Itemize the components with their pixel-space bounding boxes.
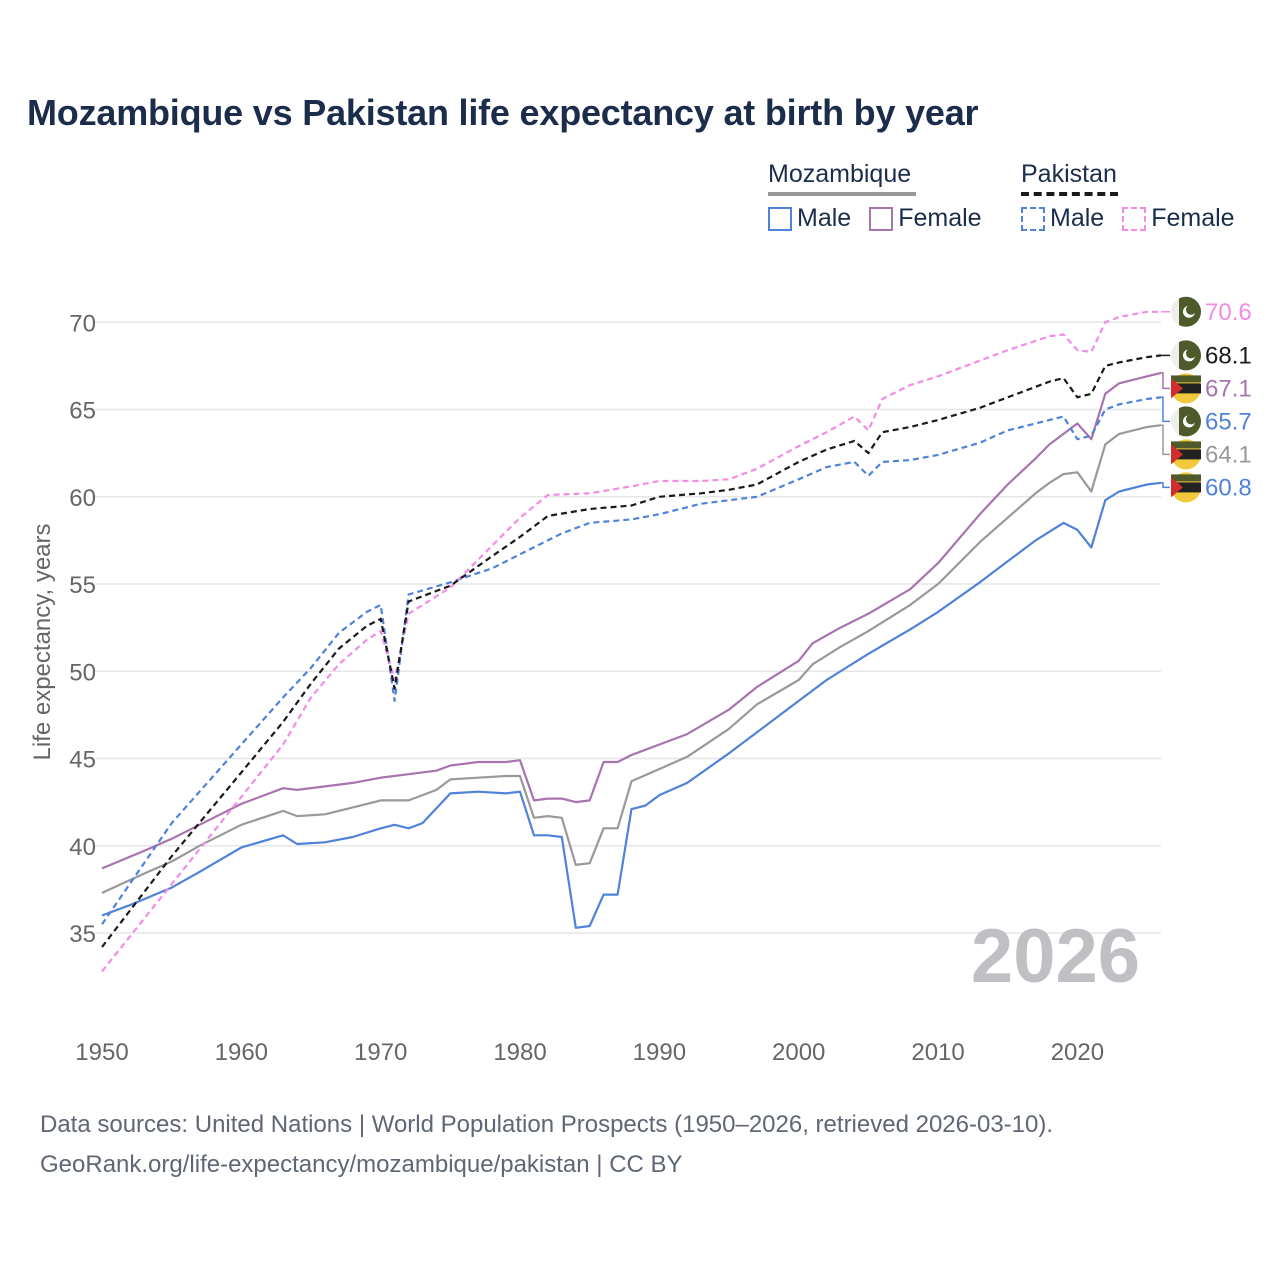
end-pak-total-group: 68.1	[1161, 340, 1252, 371]
end-pak-total-pakistan-flag-stripe	[1171, 340, 1179, 371]
data-source: Data sources: United Nations | World Pop…	[40, 1105, 1053, 1185]
end-moz-total-mozambique-flag-stripe	[1171, 449, 1201, 460]
legend-mozambique-line	[768, 192, 916, 196]
y-tick-45: 45	[69, 747, 96, 774]
year-watermark: 2026	[971, 914, 1140, 999]
legend-pakistan-male-label: Male	[1050, 204, 1105, 232]
end-moz-male-mozambique-flag-stripe	[1171, 482, 1201, 493]
legend-pakistan-female-swatch	[1122, 206, 1147, 231]
source-line-2: GeoRank.org/life-expectancy/mozambique/p…	[40, 1151, 683, 1178]
end-pak-female-pakistan-flag-stripe	[1171, 296, 1179, 327]
end-moz-male-group: 60.8	[1161, 472, 1252, 503]
x-tick-2020: 2020	[1051, 1039, 1104, 1066]
end-pak-female-group: 70.6	[1161, 296, 1252, 327]
y-tick-60: 60	[69, 485, 96, 512]
end-moz-total-mozambique-flag-triangle	[1171, 444, 1183, 465]
legend-pakistan-male-swatch	[1021, 206, 1045, 231]
line-chart: 35 40 45 50 55 60 65 70 1950 1960 1970 1980 1990 2000…	[29, 296, 1252, 1066]
end-pak-total-pakistan-flag-crescent-cut	[1186, 348, 1196, 359]
end-moz-total-mozambique-flag-green	[1171, 441, 1201, 449]
end-pak-female-pakistan-flag-crescent-cut	[1186, 304, 1196, 315]
end-pak-male-group: 65.7	[1161, 396, 1252, 437]
legend-pakistan: Pakistan Male Female	[1021, 160, 1235, 233]
legend-pakistan-male[interactable]: Male	[1021, 204, 1104, 233]
x-tick-2000: 2000	[772, 1039, 825, 1066]
series-line-pak-total	[101, 354, 1162, 948]
end-moz-male-mozambique-flag-green	[1171, 474, 1201, 482]
x-tick-1950: 1950	[75, 1039, 128, 1066]
x-tick-1980: 1980	[493, 1039, 546, 1066]
end-moz-total-connector	[1161, 424, 1170, 456]
x-tick-2010: 2010	[911, 1039, 964, 1066]
x-tick-1970: 1970	[354, 1039, 407, 1066]
series-line-moz-male	[101, 481, 1162, 929]
legend-mozambique-title: Mozambique	[768, 160, 912, 188]
y-tick-50: 50	[69, 659, 96, 686]
series-line-pak-female	[101, 310, 1161, 973]
end-moz-female-mozambique-flag-stripe	[1171, 383, 1201, 394]
end-moz-male-mozambique-flag-triangle	[1171, 477, 1183, 498]
legend-mozambique: Mozambique Male Female	[768, 160, 1000, 233]
end-moz-female-value: 67.1	[1205, 375, 1252, 402]
end-moz-female-mozambique-flag-triangle	[1171, 378, 1183, 399]
y-tick-55: 55	[69, 572, 96, 599]
end-moz-male-connector	[1161, 482, 1170, 489]
end-moz-total-group: 64.1	[1161, 424, 1252, 470]
chart-title: Mozambique vs Pakistan life expectancy a…	[27, 92, 979, 133]
y-axis-label: Life expectancy, years	[29, 523, 56, 760]
end-moz-female-connector	[1161, 372, 1170, 390]
series-line-moz-total	[101, 424, 1162, 894]
end-pak-male-value: 65.7	[1205, 408, 1252, 435]
series-line-pak-male	[101, 396, 1162, 925]
y-tick-35: 35	[69, 921, 96, 948]
source-line-1: Data sources: United Nations | World Pop…	[40, 1111, 1054, 1138]
x-tick-1990: 1990	[633, 1039, 686, 1066]
legend-pakistan-line	[1021, 192, 1118, 196]
x-tick-1960: 1960	[215, 1039, 268, 1066]
end-pak-female-value: 70.6	[1205, 299, 1252, 326]
legend-mozambique-female[interactable]: Female	[869, 204, 982, 233]
legend-mozambique-male-swatch	[768, 206, 792, 231]
y-tick-70: 70	[69, 310, 96, 337]
legend-mozambique-male[interactable]: Male	[768, 204, 851, 233]
series-line-moz-female	[101, 371, 1162, 870]
end-pak-male-connector	[1161, 396, 1170, 423]
end-moz-female-group: 67.1	[1161, 372, 1252, 404]
end-pak-male-pakistan-flag-crescent-cut	[1186, 414, 1196, 425]
end-pak-male-pakistan-flag-stripe	[1171, 406, 1179, 437]
y-tick-40: 40	[69, 834, 96, 861]
legend-mozambique-male-label: Male	[797, 204, 852, 232]
legend-mozambique-female-swatch	[869, 206, 894, 231]
legend-pakistan-female[interactable]: Female	[1122, 204, 1235, 233]
end-moz-total-value: 64.1	[1205, 441, 1252, 468]
legend-mozambique-female-label: Female	[898, 204, 982, 232]
end-moz-female-mozambique-flag-green	[1171, 375, 1201, 383]
end-pak-total-value: 68.1	[1205, 342, 1252, 369]
legend-pakistan-title: Pakistan	[1021, 160, 1117, 188]
legend-pakistan-female-label: Female	[1151, 204, 1235, 232]
end-moz-male-value: 60.8	[1205, 474, 1252, 501]
y-tick-65: 65	[69, 398, 96, 425]
